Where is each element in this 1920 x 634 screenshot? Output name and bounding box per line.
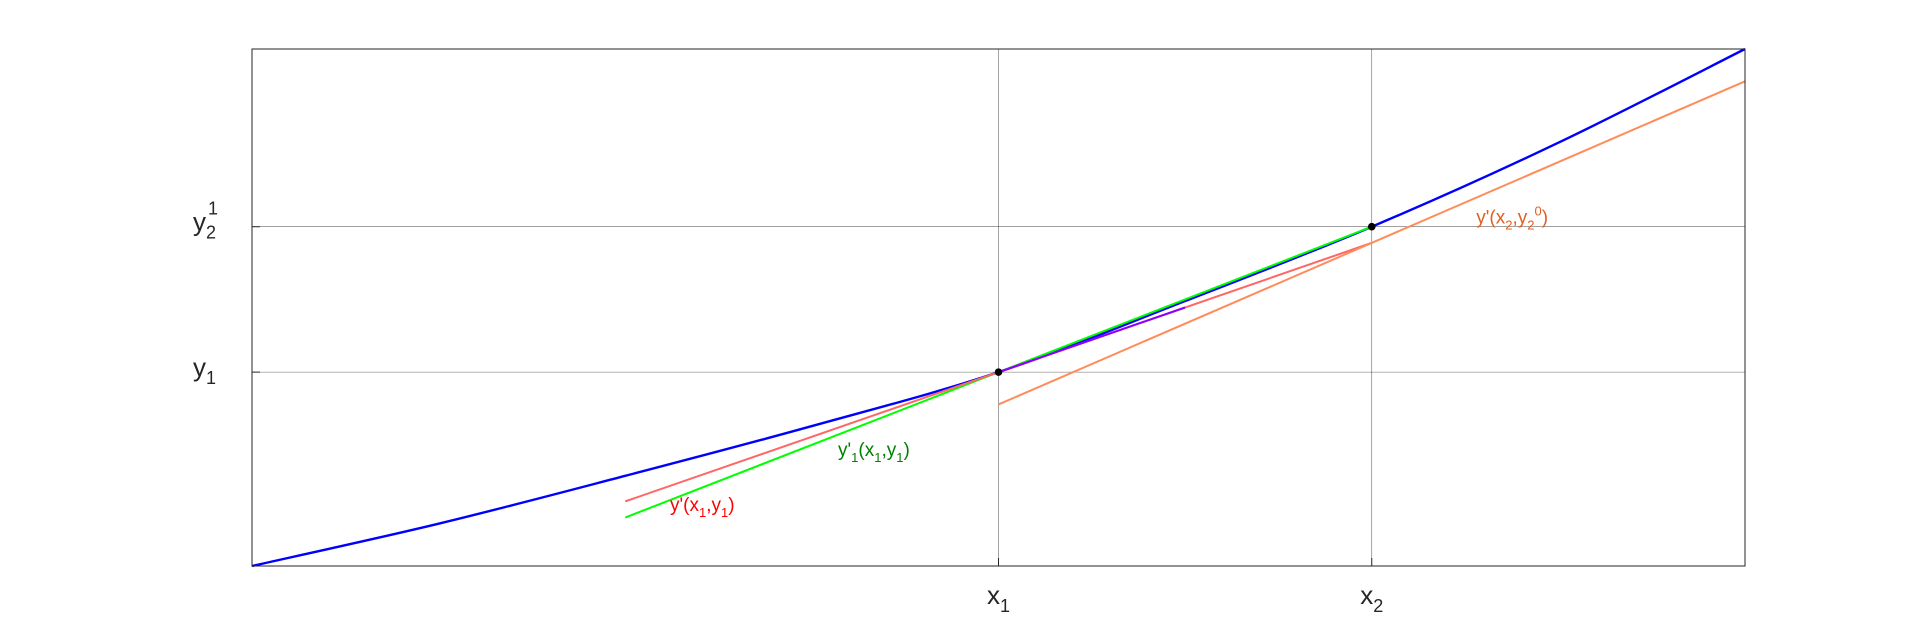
series-line-4 <box>998 80 1746 406</box>
annotation-2: y'(x2,y20) <box>1476 203 1548 232</box>
tick-base: y <box>193 207 206 237</box>
annotations: y'1(x1,y1)y'(x1,y1)y'(x2,y20) <box>670 203 1548 520</box>
annotation-1: y'(x1,y1) <box>670 495 735 520</box>
tick-subscript: 1 <box>1000 596 1010 616</box>
annotation-part: ,y <box>1512 207 1527 228</box>
annotation-0: y'1(x1,y1) <box>838 440 910 465</box>
x-tick-label: x2 <box>1360 580 1383 616</box>
annotation-part: ) <box>1542 207 1548 228</box>
annotation-part: y' <box>838 440 851 461</box>
annotation-part: 1 <box>721 505 728 520</box>
y-tick-label-superscript: 1 <box>208 199 218 219</box>
series-line-2 <box>624 371 999 503</box>
point-markers <box>994 222 1376 376</box>
x-tick-label: x1 <box>987 580 1010 616</box>
annotation-part: 1 <box>874 450 881 465</box>
annotation-part: 0 <box>1534 203 1541 218</box>
annotation-part: 2 <box>1505 217 1512 232</box>
tick-subscript: 2 <box>206 223 216 243</box>
y-tick-label: y1 <box>193 352 216 388</box>
grid <box>252 49 1745 566</box>
tick-base: x <box>987 580 1000 610</box>
x-tick-labels: x1 x2 <box>987 580 1383 616</box>
annotation-part: 1 <box>896 450 903 465</box>
y-tick-label: y2 <box>193 207 216 243</box>
annotation-part: ) <box>728 495 734 516</box>
annotation-part: ,y <box>881 440 896 461</box>
annotation-part: y'(x <box>1476 207 1505 228</box>
point-marker-0 <box>994 368 1003 376</box>
annotation-part: 1 <box>851 450 858 465</box>
annotation-part: 1 <box>699 505 706 520</box>
series-line-5 <box>998 306 1186 374</box>
annotation-part: y'(x <box>670 495 699 516</box>
tick-subscript: 2 <box>1373 596 1383 616</box>
tick-subscript: 1 <box>206 368 216 388</box>
tick-base: y <box>193 352 206 382</box>
point-marker-1 <box>1367 222 1376 231</box>
plot-frame <box>251 48 1746 567</box>
annotation-part: 2 <box>1527 217 1534 232</box>
tick-base: x <box>1360 580 1373 610</box>
annotation-part: ,y <box>706 495 721 516</box>
annotation-part: (x <box>858 440 874 461</box>
annotation-part: ) <box>903 440 909 461</box>
